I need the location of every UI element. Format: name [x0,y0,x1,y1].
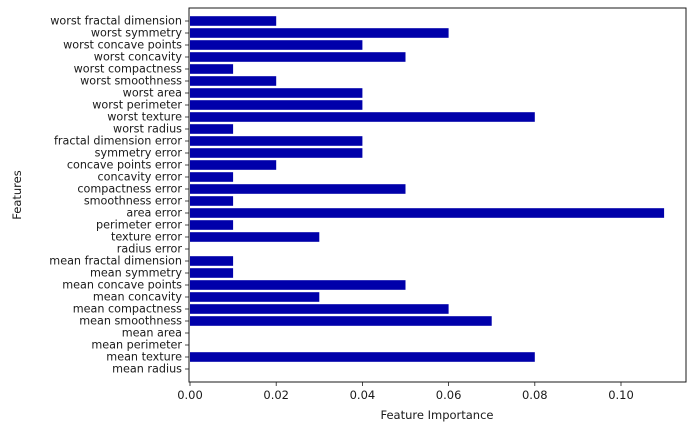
category-label: smoothness error [84,195,183,208]
bar [190,208,665,218]
category-label: worst symmetry [91,27,182,40]
x-axis-label: Feature Importance [380,408,493,422]
x-tick-label: 0.10 [608,388,634,402]
category-label: perimeter error [96,219,182,232]
category-label: mean compactness [73,303,182,316]
category-label: compactness error [77,183,182,196]
x-tick-label: 0.02 [263,388,289,402]
x-tick-label: 0.00 [177,388,203,402]
bar [190,196,234,206]
category-label: mean concavity [93,291,182,304]
x-tick-label: 0.04 [350,388,376,402]
bar [190,148,363,158]
category-label: mean fractal dimension [49,255,182,268]
bar [190,160,277,170]
category-label: area error [126,207,182,220]
category-label: worst concavity [94,51,183,64]
category-label: symmetry error [95,147,183,160]
bar [190,304,449,314]
category-label: mean area [122,327,182,340]
bar [190,28,449,38]
bar [190,52,406,62]
bar [190,172,234,182]
plot-frame [188,7,687,383]
category-label: worst compactness [74,63,183,76]
bar [190,220,234,230]
category-label: worst smoothness [80,75,182,88]
bar [190,316,492,326]
bar [190,112,535,122]
bar [190,88,363,98]
bar [190,124,234,134]
bar [190,16,277,26]
category-label: mean perimeter [91,339,182,352]
category-label: radius error [117,243,183,256]
y-axis-label: Features [10,170,24,219]
bar [190,280,406,290]
category-label: worst texture [107,111,182,124]
bar [190,256,234,266]
category-label: worst concave points [63,39,182,52]
category-label: mean symmetry [90,267,182,280]
category-label: texture error [111,231,182,244]
category-label: fractal dimension error [54,135,182,148]
category-label: concavity error [98,171,183,184]
bar [190,100,363,110]
x-tick-label: 0.08 [522,388,548,402]
bar [190,40,363,50]
bar [190,76,277,86]
x-tick-label: 0.06 [436,388,462,402]
bar [190,292,320,302]
category-label: worst fractal dimension [50,15,182,28]
bar [190,136,363,146]
category-label: worst radius [113,123,182,136]
category-label: worst area [123,87,182,100]
bar [190,184,406,194]
bar [190,232,320,242]
category-label: mean radius [112,363,182,376]
category-label: concave points error [67,159,183,172]
category-label: worst perimeter [92,99,182,112]
bar [190,352,535,362]
x-ticks-group: 0.00 0.02 0.04 0.06 0.08 0.10 [177,382,634,402]
bars-group [190,16,665,362]
category-label: mean smoothness [79,315,182,328]
category-label: mean concave points [62,279,182,292]
bar [190,64,234,74]
bar [190,268,234,278]
category-label: mean texture [106,351,182,364]
